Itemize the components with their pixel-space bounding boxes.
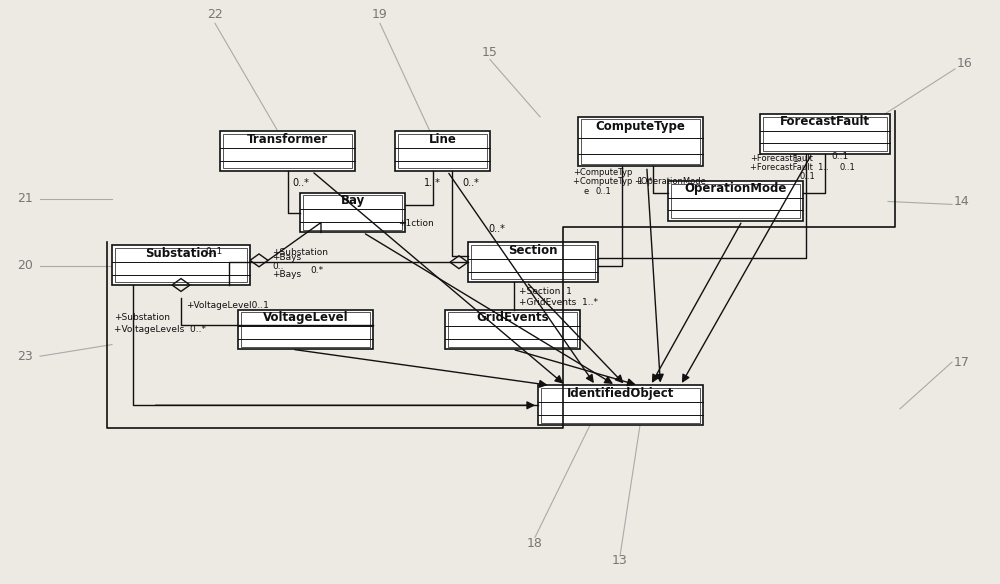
Bar xyxy=(223,134,352,169)
Text: 0.*: 0.* xyxy=(310,266,323,275)
Bar xyxy=(303,195,402,230)
Text: e: e xyxy=(583,187,588,196)
Bar xyxy=(671,183,800,218)
Text: +GridEvents  1..*: +GridEvents 1..* xyxy=(519,298,598,307)
Text: 0..: 0.. xyxy=(272,262,284,271)
Bar xyxy=(760,114,890,154)
Text: 22: 22 xyxy=(207,8,223,21)
Text: 20: 20 xyxy=(17,259,33,272)
Bar xyxy=(398,134,487,169)
Bar xyxy=(471,245,595,280)
Bar xyxy=(115,248,247,283)
Text: 0..*: 0..* xyxy=(488,224,505,234)
Text: 19: 19 xyxy=(372,8,388,21)
Bar xyxy=(112,245,250,285)
Bar xyxy=(538,385,703,425)
Text: Bay: Bay xyxy=(340,194,365,207)
Bar xyxy=(238,310,373,349)
Text: OperationMode: OperationMode xyxy=(684,182,787,196)
Text: 1..: 1.. xyxy=(792,155,804,164)
Bar xyxy=(581,120,700,164)
Text: 18: 18 xyxy=(527,537,543,550)
Text: 0..*: 0..* xyxy=(292,178,309,187)
Text: +ForecastFault: +ForecastFault xyxy=(750,154,813,162)
Text: 13: 13 xyxy=(612,554,628,567)
Text: +Bays: +Bays xyxy=(272,270,301,279)
Text: +VoltageLevel0..1: +VoltageLevel0..1 xyxy=(186,301,269,310)
Text: 0..1: 0..1 xyxy=(800,172,816,180)
Text: +VoltageLevels  0..*: +VoltageLevels 0..* xyxy=(114,325,206,333)
Text: 16: 16 xyxy=(957,57,973,69)
Bar xyxy=(448,312,577,346)
Text: ComputeType: ComputeType xyxy=(596,120,685,133)
Bar xyxy=(578,117,703,166)
Text: 0..1: 0..1 xyxy=(596,187,612,196)
Text: 21: 21 xyxy=(17,192,33,205)
Text: Transformer: Transformer xyxy=(247,133,328,146)
Text: +Substation: +Substation xyxy=(272,248,328,257)
Text: IdentifiedObject: IdentifiedObject xyxy=(567,387,674,400)
Text: 1..*: 1..* xyxy=(424,178,440,187)
Text: Substation: Substation xyxy=(145,246,217,260)
Bar xyxy=(468,242,598,282)
Text: 17: 17 xyxy=(954,356,970,369)
Text: 15: 15 xyxy=(482,46,498,59)
Text: GridEvents: GridEvents xyxy=(476,311,549,324)
Text: +Bays: +Bays xyxy=(272,253,301,262)
Text: VoltageLevel: VoltageLevel xyxy=(263,311,348,324)
Text: 0..1: 0..1 xyxy=(840,163,856,172)
Text: 0..1: 0..1 xyxy=(832,152,849,161)
Text: +ForecastFault  1..: +ForecastFault 1.. xyxy=(750,163,829,172)
Text: +ComputeTyp: +ComputeTyp xyxy=(573,168,632,177)
Text: 14: 14 xyxy=(954,195,970,208)
Bar xyxy=(763,117,887,151)
Text: +ComputeTyp  1..*: +ComputeTyp 1..* xyxy=(573,177,652,186)
Text: Line: Line xyxy=(429,133,456,146)
Bar xyxy=(220,131,355,171)
Text: 0..1: 0..1 xyxy=(205,247,222,256)
Text: +Section  1: +Section 1 xyxy=(519,287,571,296)
Text: 0..*: 0..* xyxy=(462,178,479,187)
Bar xyxy=(241,312,370,346)
Bar xyxy=(668,181,803,221)
Text: +1ction: +1ction xyxy=(398,219,434,228)
Text: ForecastFault: ForecastFault xyxy=(780,115,870,128)
Bar xyxy=(541,388,700,423)
Text: Section: Section xyxy=(508,244,558,257)
Text: 23: 23 xyxy=(17,350,33,363)
Bar xyxy=(445,310,580,349)
Bar xyxy=(300,193,405,232)
Bar xyxy=(395,131,490,171)
Text: +Substation: +Substation xyxy=(114,313,170,322)
Text: +OperationMode: +OperationMode xyxy=(634,177,706,186)
